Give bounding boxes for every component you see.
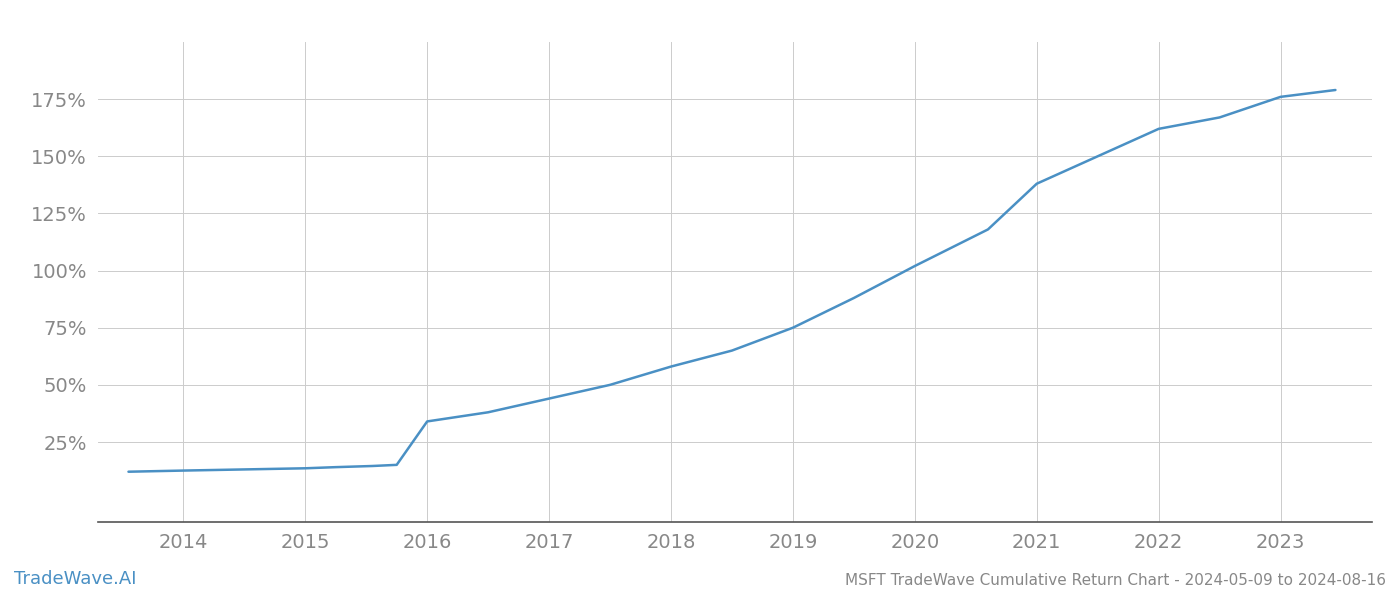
Text: MSFT TradeWave Cumulative Return Chart - 2024-05-09 to 2024-08-16: MSFT TradeWave Cumulative Return Chart -… (846, 573, 1386, 588)
Text: TradeWave.AI: TradeWave.AI (14, 570, 137, 588)
